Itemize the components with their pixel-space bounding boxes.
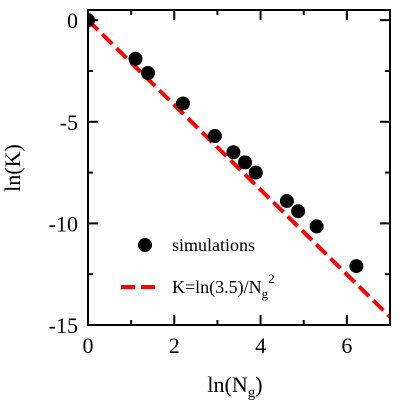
y-tick-label: -5 bbox=[60, 110, 78, 135]
simulation-point bbox=[140, 66, 155, 80]
simulation-point bbox=[175, 96, 190, 111]
y-tick-label: -10 bbox=[49, 211, 78, 236]
x-axis-title-subscript: g bbox=[248, 385, 256, 401]
x-tick-label: 4 bbox=[255, 333, 266, 358]
legend-marker-simulations bbox=[138, 238, 152, 252]
axes: 0 2 4 6 0 -5 -10 -15 bbox=[49, 8, 391, 358]
simulation-point bbox=[349, 259, 364, 274]
fit-line bbox=[88, 18, 390, 319]
y-tick-label: 0 bbox=[67, 8, 78, 33]
legend-label-fit-superscript: 2 bbox=[268, 271, 275, 286]
simulation-point bbox=[238, 155, 253, 170]
y-tick-label: -15 bbox=[49, 313, 78, 338]
y-axis-title: ln(K) bbox=[0, 144, 25, 192]
legend-label-fit-subscript: g bbox=[262, 286, 269, 301]
legend-label-simulations: simulations bbox=[172, 235, 255, 255]
legend-label-fit: K=ln(3.5)/Ng2 bbox=[172, 271, 275, 301]
x-tick-label: 6 bbox=[341, 333, 352, 358]
simulation-point bbox=[279, 194, 294, 209]
plot-contents bbox=[88, 13, 390, 319]
x-tick-label: 0 bbox=[83, 333, 94, 358]
simulation-point bbox=[226, 145, 241, 160]
simulation-point bbox=[248, 165, 263, 180]
simulation-point bbox=[207, 129, 222, 143]
legend: simulations K=ln(3.5)/Ng2 bbox=[121, 235, 275, 301]
simulation-point bbox=[128, 51, 143, 66]
x-axis-title: ln(Ng) bbox=[207, 372, 262, 401]
plot-frame bbox=[87, 9, 391, 326]
plot-area bbox=[88, 13, 390, 319]
simulation-point bbox=[291, 204, 306, 219]
x-tick-label: 2 bbox=[169, 333, 180, 358]
simulation-point bbox=[309, 219, 324, 234]
